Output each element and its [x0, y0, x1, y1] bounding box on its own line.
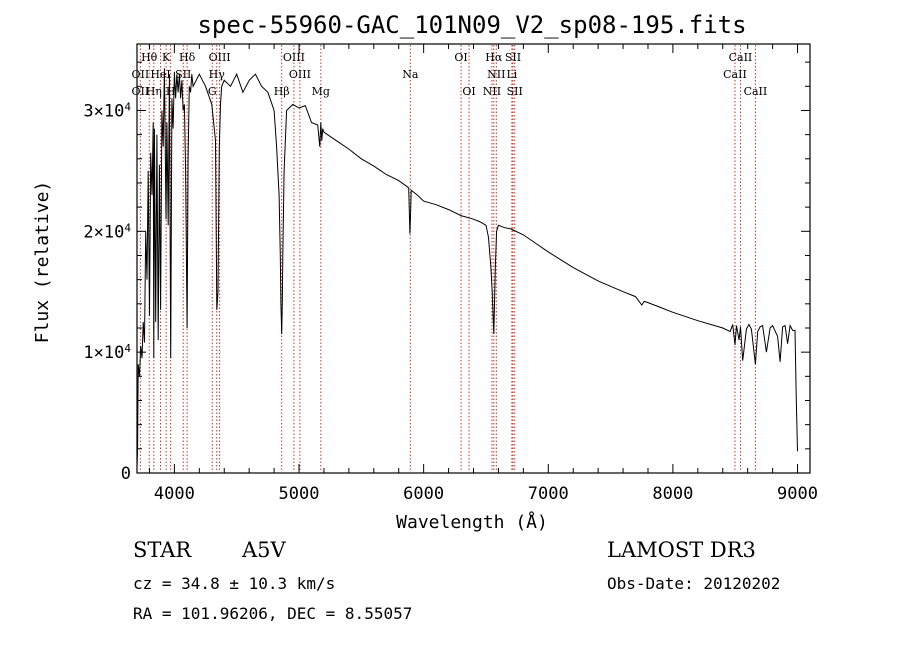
plot-frame [136, 43, 811, 474]
spectral-class: A5V [242, 538, 286, 562]
line-label: K [162, 51, 171, 64]
line-label: OIII [209, 51, 231, 64]
line-label: NII [483, 85, 501, 98]
line-label: Hθ [141, 51, 158, 64]
line-label: OII [132, 68, 150, 81]
spectrum-line [136, 68, 798, 468]
line-label: OII [132, 85, 150, 98]
y-tick-label: 0 [121, 464, 131, 484]
spectral-line-markers [139, 45, 756, 472]
y-tick-label: 3×104 [83, 100, 131, 122]
line-label: Hδ [179, 51, 196, 64]
line-label: Hα [485, 51, 503, 64]
line-label: SII [175, 68, 191, 81]
x-tick-label: 4000 [154, 484, 195, 504]
line-label: OIII [283, 51, 305, 64]
line-label: CaII [744, 85, 768, 98]
x-tick-label: 8000 [652, 484, 693, 504]
line-label: Na [402, 68, 419, 81]
x-axis: 4000 5000 6000 7000 8000 9000 [148, 44, 818, 504]
line-label: HeI [150, 68, 170, 81]
x-tick-label: 5000 [279, 484, 320, 504]
line-label: Mg [312, 85, 330, 98]
ra-dec: RA = 101.96206, DEC = 8.55057 [133, 604, 413, 623]
x-tick-label: 9000 [777, 484, 818, 504]
line-label: CaII [723, 68, 747, 81]
line-label: NII [487, 68, 505, 81]
y-axis-label: Flux (relative) [32, 181, 53, 344]
line-label: H [166, 85, 176, 98]
y-tick-label: 1×104 [83, 342, 131, 364]
line-label: Li [506, 68, 517, 81]
object-type: STAR [133, 538, 192, 562]
y-axis: 0 1×104 2×104 3×104 [83, 61, 810, 484]
line-label: Hη [146, 85, 162, 98]
x-tick-label: 6000 [403, 484, 444, 504]
chart-title: spec-55960-GAC_101N09_V2_sp08-195.fits [197, 11, 746, 39]
line-label: OI [462, 85, 475, 98]
y-tick-label: 2×104 [83, 221, 131, 243]
line-label: Hγ [209, 68, 226, 81]
line-label: OIII [289, 68, 311, 81]
line-label: Hβ [274, 85, 290, 98]
line-label: SII [507, 85, 523, 98]
observation-date: Obs-Date: 20120202 [607, 574, 781, 593]
x-axis-label: Wavelength (Å) [396, 511, 548, 533]
line-label: CaII [729, 51, 753, 64]
x-tick-label: 7000 [528, 484, 569, 504]
survey-name: LAMOST DR3 [607, 538, 756, 562]
redshift-cz: cz = 34.8 ± 10.3 km/s [133, 574, 336, 593]
line-label: G [208, 85, 217, 98]
line-label: OI [454, 51, 467, 64]
line-label: SII [505, 51, 521, 64]
